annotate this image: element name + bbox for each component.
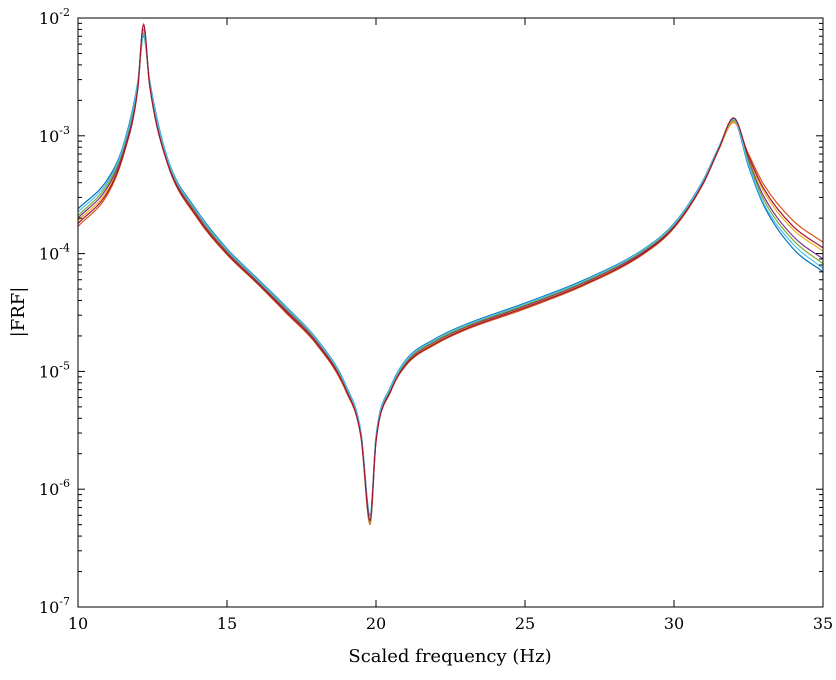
y-axis-label: |FRF| bbox=[8, 287, 29, 338]
x-tick-label: 10 bbox=[68, 614, 88, 633]
y-tick-label: 10-2 bbox=[39, 6, 70, 28]
y-tick-label: 10-3 bbox=[39, 124, 70, 146]
x-tick-label: 15 bbox=[217, 614, 237, 633]
x-tick-label: 20 bbox=[366, 614, 386, 633]
series-line-7 bbox=[77, 23, 824, 522]
y-tick-label: 10-7 bbox=[39, 595, 70, 617]
y-tick-label: 10-4 bbox=[39, 242, 70, 264]
x-tick-label: 25 bbox=[515, 614, 535, 633]
y-tick-label: 10-5 bbox=[39, 359, 70, 381]
ticks-layer: 10 15 20 25 30 35 10-7 10-6 10-5 10-4 10-3 10-2 bbox=[39, 6, 833, 633]
x-tick-label: 30 bbox=[664, 614, 684, 633]
plot-area bbox=[78, 18, 823, 607]
x-tick-label: 35 bbox=[813, 614, 833, 633]
series-layer bbox=[77, 23, 824, 526]
x-axis-label: Scaled frequency (Hz) bbox=[348, 646, 551, 667]
axes-box bbox=[77, 17, 824, 608]
y-tick-label: 10-6 bbox=[39, 477, 70, 499]
